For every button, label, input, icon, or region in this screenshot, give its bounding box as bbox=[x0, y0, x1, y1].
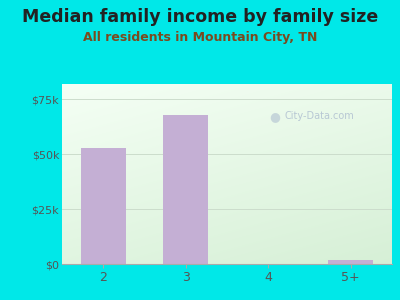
Text: ●: ● bbox=[270, 110, 280, 123]
Text: Median family income by family size: Median family income by family size bbox=[22, 8, 378, 26]
Bar bbox=[80, 148, 126, 264]
Bar bbox=[328, 260, 374, 264]
Text: All residents in Mountain City, TN: All residents in Mountain City, TN bbox=[83, 32, 317, 44]
Bar bbox=[163, 115, 208, 264]
Text: City-Data.com: City-Data.com bbox=[284, 111, 354, 122]
